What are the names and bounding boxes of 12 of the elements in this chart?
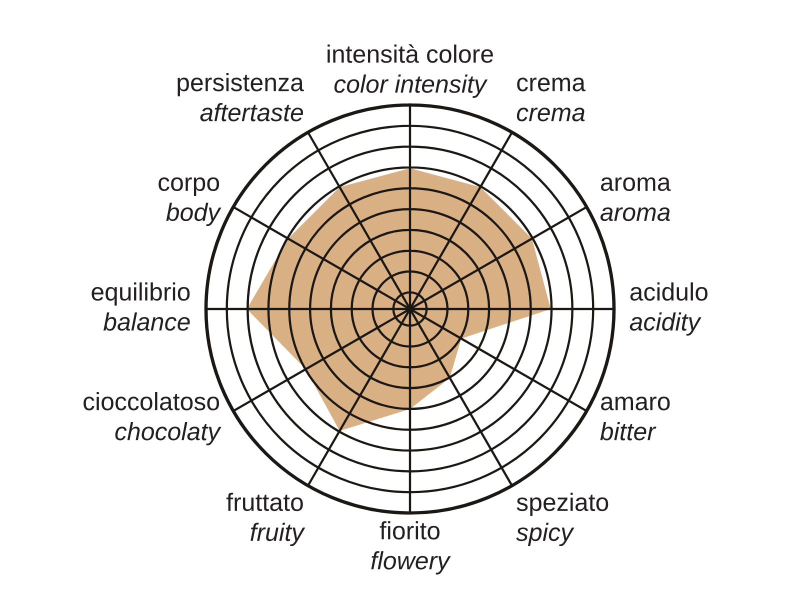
spoke-label: fiorito flowery xyxy=(371,521,451,574)
spoke-label: persistenza aftertaste xyxy=(178,72,304,122)
spoke-label: acidulo acidity xyxy=(630,282,708,336)
spoke-label: intensità colore color intensity xyxy=(328,44,493,98)
spoke-label: speziato spicy xyxy=(516,492,608,546)
spoke-label: cioccolatoso chocolaty xyxy=(84,392,222,446)
spoke-label: fruttato fruity xyxy=(226,492,306,546)
spoke-label: corpo body xyxy=(158,177,222,226)
spoke-label: amaro bitter xyxy=(600,396,670,440)
spoke-label: equilibrio balance xyxy=(92,282,190,331)
spoke-label: crema crema xyxy=(516,78,586,122)
spoke-label: aroma aroma xyxy=(600,177,671,222)
